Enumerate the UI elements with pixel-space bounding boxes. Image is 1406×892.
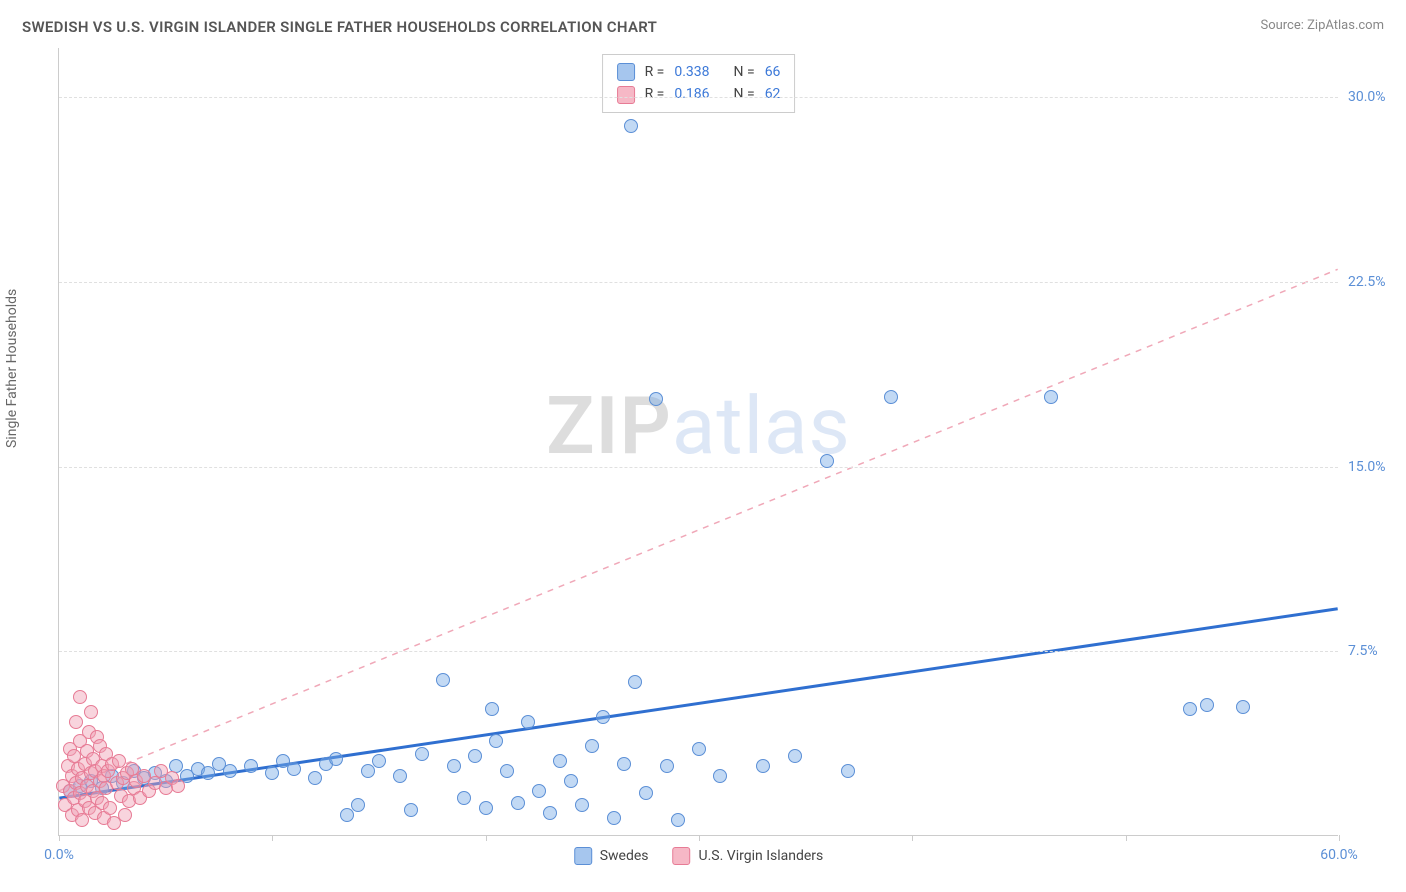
legend-swatch <box>617 86 635 104</box>
x-tick <box>272 835 273 841</box>
legend-swatch <box>673 847 691 865</box>
legend-series-item: Swedes <box>574 847 649 865</box>
scatter-marker <box>660 759 674 773</box>
scatter-marker <box>1044 390 1058 404</box>
y-tick-label: 7.5% <box>1348 643 1406 659</box>
scatter-marker <box>521 715 535 729</box>
scatter-marker <box>617 757 631 771</box>
scatter-marker <box>479 801 493 815</box>
scatter-marker <box>69 715 83 729</box>
gridline <box>59 467 1338 468</box>
legend-stats-row: R = 0.186 N = 62 <box>617 83 781 105</box>
y-tick-label: 30.0% <box>1348 89 1406 105</box>
legend-n-value: 66 <box>765 61 781 83</box>
legend-stats: R = 0.338 N = 66 R = 0.186 N = 62 <box>602 54 796 113</box>
gridline <box>59 282 1338 283</box>
scatter-marker <box>1236 700 1250 714</box>
scatter-marker <box>692 742 706 756</box>
scatter-marker <box>756 759 770 773</box>
scatter-marker <box>457 791 471 805</box>
x-tick <box>699 835 700 841</box>
scatter-marker <box>1200 698 1214 712</box>
scatter-marker <box>329 752 343 766</box>
scatter-marker <box>671 813 685 827</box>
scatter-marker <box>884 390 898 404</box>
x-tick-label: 60.0% <box>1320 847 1358 863</box>
scatter-marker <box>244 759 258 773</box>
scatter-marker <box>372 754 386 768</box>
plot-area: ZIPatlas R =0.338N =66R =0.186N =62 Swed… <box>58 48 1338 836</box>
scatter-marker <box>596 710 610 724</box>
legend-swatch <box>574 847 592 865</box>
scatter-marker <box>543 806 557 820</box>
scatter-marker <box>103 801 117 815</box>
scatter-marker <box>73 690 87 704</box>
scatter-marker <box>607 811 621 825</box>
trend-line <box>59 269 1337 790</box>
scatter-marker <box>564 774 578 788</box>
scatter-marker <box>308 771 322 785</box>
x-tick <box>1126 835 1127 841</box>
watermark: ZIPatlas <box>546 379 851 473</box>
legend-n-label: N = <box>734 83 755 105</box>
scatter-marker <box>287 762 301 776</box>
scatter-marker <box>415 747 429 761</box>
scatter-marker <box>351 798 365 812</box>
gridline <box>59 651 1338 652</box>
scatter-marker <box>171 779 185 793</box>
scatter-marker <box>500 764 514 778</box>
scatter-marker <box>84 705 98 719</box>
legend-series-label: U.S. Virgin Islanders <box>699 848 824 864</box>
scatter-marker <box>788 749 802 763</box>
scatter-marker <box>585 739 599 753</box>
y-axis-label: Single Father Households <box>4 289 20 448</box>
scatter-marker <box>511 796 525 810</box>
scatter-marker <box>75 813 89 827</box>
scatter-marker <box>223 764 237 778</box>
scatter-marker <box>553 754 567 768</box>
scatter-marker <box>404 803 418 817</box>
scatter-marker <box>649 392 663 406</box>
scatter-marker <box>820 454 834 468</box>
y-tick-label: 22.5% <box>1348 274 1406 290</box>
scatter-marker <box>841 764 855 778</box>
scatter-marker <box>639 786 653 800</box>
legend-series: Swedes U.S. Virgin Islanders <box>574 847 824 865</box>
x-tick <box>486 835 487 841</box>
scatter-marker <box>628 675 642 689</box>
x-tick-label: 0.0% <box>44 847 74 863</box>
gridline <box>59 97 1338 98</box>
scatter-marker <box>624 119 638 133</box>
legend-r-label: R = <box>645 61 665 83</box>
legend-series-label: Swedes <box>600 848 649 864</box>
trend-lines-svg <box>59 48 1338 835</box>
legend-n-value: 62 <box>765 83 781 105</box>
legend-swatch <box>617 63 635 81</box>
y-tick-label: 15.0% <box>1348 459 1406 475</box>
scatter-marker <box>532 784 546 798</box>
legend-stats-row: R = 0.338 N = 66 <box>617 61 781 83</box>
scatter-marker <box>575 798 589 812</box>
scatter-marker <box>485 702 499 716</box>
scatter-marker <box>489 734 503 748</box>
x-tick <box>912 835 913 841</box>
chart-title: SWEDISH VS U.S. VIRGIN ISLANDER SINGLE F… <box>22 18 657 36</box>
legend-r-value: 0.186 <box>674 83 709 105</box>
scatter-marker <box>468 749 482 763</box>
scatter-marker <box>265 766 279 780</box>
legend-n-label: N = <box>734 61 755 83</box>
scatter-marker <box>1183 702 1197 716</box>
legend-r-label: R = <box>645 83 665 105</box>
scatter-marker <box>436 673 450 687</box>
scatter-marker <box>713 769 727 783</box>
scatter-marker <box>393 769 407 783</box>
legend-r-value: 0.338 <box>674 61 709 83</box>
legend-series-item: U.S. Virgin Islanders <box>673 847 824 865</box>
x-tick <box>1339 835 1340 841</box>
scatter-marker <box>118 808 132 822</box>
chart-source: Source: ZipAtlas.com <box>1260 18 1384 33</box>
scatter-marker <box>447 759 461 773</box>
x-tick <box>59 835 60 841</box>
